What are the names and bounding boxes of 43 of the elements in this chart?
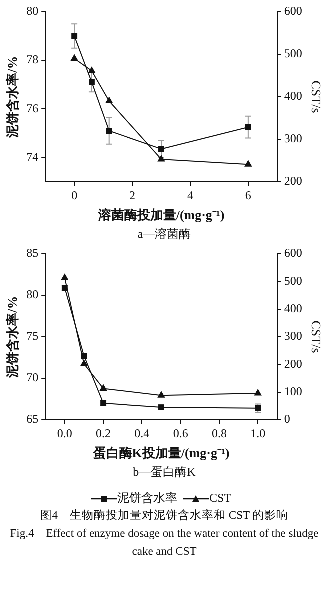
y-axis-title: 泥饼含水率/% [5,56,20,139]
y-tick-label: 70 [26,370,39,385]
caption: Fig.4 Effect of enzyme dosage on the water content of the sludge cake and CST [9,527,320,560]
y-tick-label: 75 [26,329,39,344]
y2-tick-label: 500 [284,46,302,61]
x-axis-title: 蛋白酶K投加量/(mg·g⁻¹) [92,446,230,461]
y-tick-label: 76 [26,101,39,116]
text: a—溶菌酶 [136,226,192,242]
x-tick-label: 0.2 [96,426,112,440]
y-tick-label: 80 [26,288,39,302]
y2-tick-label: 600 [284,246,302,260]
y2-tick-label: 400 [284,301,302,316]
y-tick-label: 85 [26,246,39,260]
y2-tick-label: 600 [284,4,302,18]
x-axis-title: 溶菌酶投加量/(mg·g⁻¹) [97,208,225,223]
y-tick-label: 78 [26,52,39,67]
x-tick-label: 0.4 [134,426,150,440]
legend-label: CST [209,491,232,505]
x-tick-label: 0.6 [173,426,188,440]
x-tick-label: 0 [72,188,78,202]
y-tick-label: 74 [26,150,39,164]
y2-tick-label: 300 [284,132,302,146]
y2-axis-title: CST/s [308,80,324,114]
y2-tick-label: 200 [284,356,302,371]
y2-tick-label: 100 [284,384,302,398]
y2-tick-label: 400 [284,89,302,104]
text: b—蛋白酶K [132,464,197,480]
y2-tick-label: 200 [284,174,302,188]
y2-tick-label: 300 [284,329,302,344]
y2-tick-label: 500 [284,274,302,288]
x-tick-label: 0.0 [57,426,72,440]
x-tick-label: 4 [187,188,194,202]
x-tick-label: 2 [130,188,136,202]
x-tick-label: 1.0 [250,426,266,440]
y2-axis-title: CST/s [308,320,324,354]
y-axis-title: 泥饼含水率/% [5,296,20,379]
x-tick-label: 0.8 [212,426,227,440]
caption: 图4 生物酶投加量对泥饼含水率和 CST 的影响 [39,508,290,524]
legend-label: 泥饼含水率 [117,491,178,505]
x-tick-label: 6 [245,188,252,202]
y-tick-label: 80 [26,4,39,18]
y-tick-label: 65 [26,412,39,426]
y2-tick-label: 0 [284,412,290,426]
